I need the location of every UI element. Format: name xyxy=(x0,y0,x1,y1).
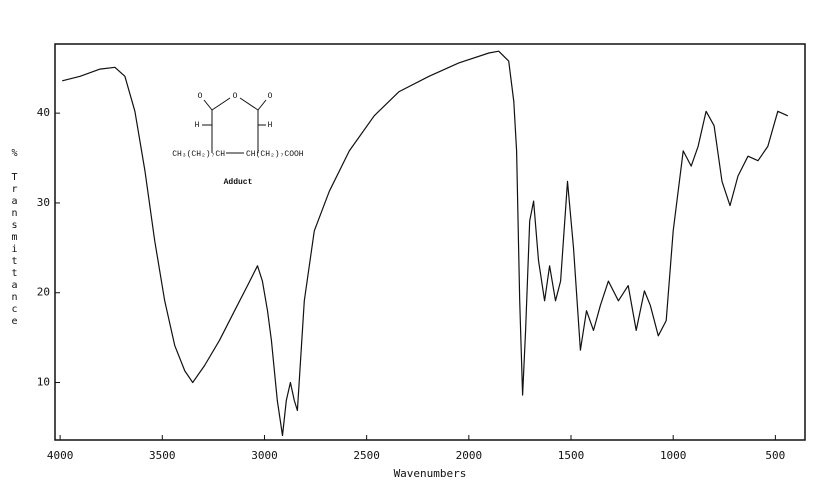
annotation: CH₃(CH₂)₇CH xyxy=(172,150,225,159)
annotation: H xyxy=(268,121,273,130)
x-tick-label: 1500 xyxy=(558,449,585,462)
bond xyxy=(211,97,231,111)
x-tick-label: 4000 xyxy=(47,449,74,462)
annotation: CH(CH₂)₇COOH xyxy=(246,150,304,159)
bond xyxy=(203,99,213,111)
y-axis-label: % Transmittance xyxy=(9,148,20,328)
x-tick-label: 1000 xyxy=(660,449,687,462)
plot-frame xyxy=(54,43,806,441)
y-tick-label: 40 xyxy=(37,106,50,119)
x-tick-label: 3500 xyxy=(149,449,176,462)
annotation: O xyxy=(268,92,273,101)
bond xyxy=(239,97,259,111)
x-tick-label: 2000 xyxy=(456,449,483,462)
x-tick-label: 2500 xyxy=(353,449,380,462)
y-tick-label: 30 xyxy=(37,196,50,209)
annotation: O xyxy=(198,92,203,101)
x-tick-label: 3000 xyxy=(251,449,278,462)
structure xyxy=(202,97,267,154)
bond xyxy=(257,99,267,111)
x-tick-label: 500 xyxy=(765,449,785,462)
spectrum-line xyxy=(62,50,789,437)
annotation: H xyxy=(195,121,200,130)
annotation: Adduct xyxy=(224,178,253,187)
y-tick-label: 10 xyxy=(37,376,50,389)
annotation: O xyxy=(233,92,238,101)
x-axis-label: Wavenumbers xyxy=(394,467,467,480)
y-tick-label: 20 xyxy=(37,286,50,299)
